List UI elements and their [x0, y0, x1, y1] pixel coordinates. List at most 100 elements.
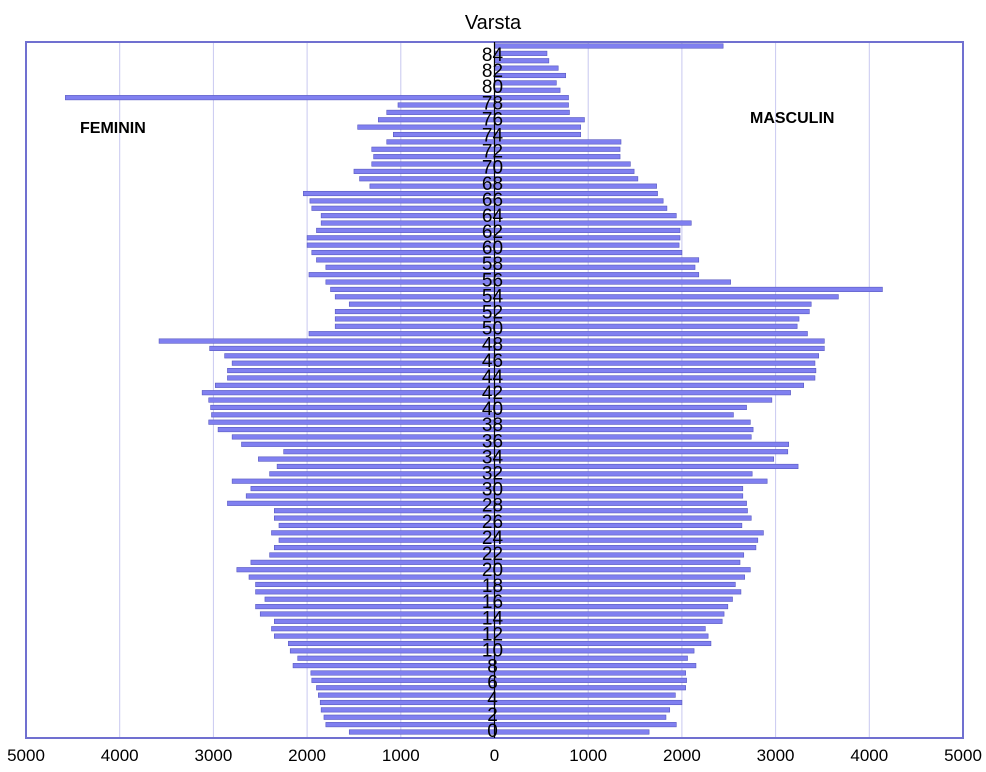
bar-masculin [494, 95, 569, 101]
bar-masculin [494, 109, 570, 115]
bar-masculin [494, 235, 681, 241]
age-label: 74 [482, 125, 504, 146]
bar-masculin [494, 611, 725, 617]
bar-feminin [334, 316, 495, 322]
bar-feminin [334, 323, 495, 329]
bar-feminin [316, 257, 495, 263]
bar-masculin [494, 508, 748, 514]
bar-masculin [494, 655, 688, 661]
bar-feminin [316, 227, 495, 233]
bar-feminin [214, 382, 495, 388]
bar-masculin [494, 456, 775, 462]
bar-masculin [494, 441, 790, 447]
x-tick-label: 2000 [288, 746, 326, 765]
bar-feminin [255, 604, 495, 610]
bar-masculin [494, 345, 825, 351]
bar-masculin [494, 131, 582, 138]
bar-masculin [494, 65, 559, 71]
age-label: 24 [482, 528, 504, 549]
bar-feminin [325, 722, 495, 728]
bar-feminin [278, 537, 495, 543]
bar-masculin [494, 559, 741, 565]
bar-feminin [278, 522, 495, 529]
bar-masculin [494, 596, 733, 602]
bar-feminin [211, 412, 495, 418]
bar-feminin [217, 427, 495, 433]
bar-masculin [494, 404, 747, 410]
age-label: 0 [487, 721, 498, 742]
age-label: 32 [482, 463, 503, 484]
bar-feminin [393, 131, 495, 138]
bar-masculin [494, 633, 709, 639]
bar-feminin [386, 139, 495, 145]
bar-feminin [227, 375, 495, 381]
bar-masculin [494, 463, 799, 470]
bar-masculin [494, 685, 686, 691]
age-label: 76 [482, 109, 503, 130]
age-label: 18 [482, 576, 503, 597]
bar-masculin [494, 677, 687, 683]
bar-masculin [494, 323, 798, 329]
bar-masculin [494, 434, 752, 440]
age-label: 78 [482, 93, 503, 114]
age-label: 82 [482, 61, 503, 82]
bar-feminin [264, 596, 495, 602]
bar-masculin [494, 190, 658, 197]
bar-feminin [271, 530, 495, 536]
bar-masculin [494, 670, 686, 676]
bar-feminin [371, 161, 495, 167]
bar-feminin [269, 552, 495, 558]
age-label: 66 [482, 190, 503, 211]
bar-feminin [320, 213, 495, 219]
bar-feminin [318, 692, 495, 698]
bar-masculin [494, 522, 743, 529]
bar-feminin [306, 242, 495, 248]
bar-feminin [316, 685, 495, 691]
bar-feminin [371, 146, 495, 152]
age-label: 40 [482, 399, 503, 420]
bar-masculin [494, 198, 664, 204]
age-label: 56 [482, 270, 503, 291]
age-label: 70 [482, 158, 503, 179]
bar-masculin [494, 264, 696, 270]
bar-masculin [494, 412, 734, 418]
bar-masculin [494, 419, 751, 425]
age-label: 6 [487, 673, 498, 694]
bar-masculin [494, 581, 736, 588]
bar-masculin [494, 449, 789, 455]
bar-masculin [494, 574, 745, 580]
bar-masculin [494, 87, 561, 93]
x-tick-label: 3000 [757, 746, 795, 765]
bar-masculin [494, 227, 681, 233]
bar-feminin [320, 707, 495, 713]
bar-masculin [494, 308, 810, 315]
bar-masculin [494, 486, 744, 492]
bar-feminin [209, 345, 495, 351]
bar-masculin [494, 220, 692, 226]
bar-masculin [494, 729, 650, 735]
bar-masculin [494, 353, 820, 359]
bar-feminin [292, 663, 495, 669]
bar-feminin [359, 176, 495, 182]
age-label: 62 [482, 222, 503, 243]
age-label: 26 [482, 512, 503, 533]
bar-masculin [494, 618, 723, 624]
right-side-label: MASCULIN [750, 110, 834, 127]
bar-feminin [210, 404, 495, 410]
bar-masculin [494, 279, 731, 285]
age-label: 50 [482, 319, 503, 340]
bar-feminin [330, 286, 495, 292]
bar-feminin [353, 168, 495, 174]
bar-masculin [494, 478, 768, 484]
bar-feminin [250, 559, 495, 565]
age-label: 58 [482, 254, 503, 275]
bar-feminin [303, 190, 495, 197]
bar-feminin [274, 545, 495, 551]
bar-masculin [494, 205, 668, 211]
x-tick-label: 2000 [663, 746, 701, 765]
bar-masculin [494, 146, 621, 152]
bar-masculin [494, 360, 816, 366]
bar-masculin [494, 390, 791, 396]
x-tick-label: 0 [490, 746, 499, 765]
